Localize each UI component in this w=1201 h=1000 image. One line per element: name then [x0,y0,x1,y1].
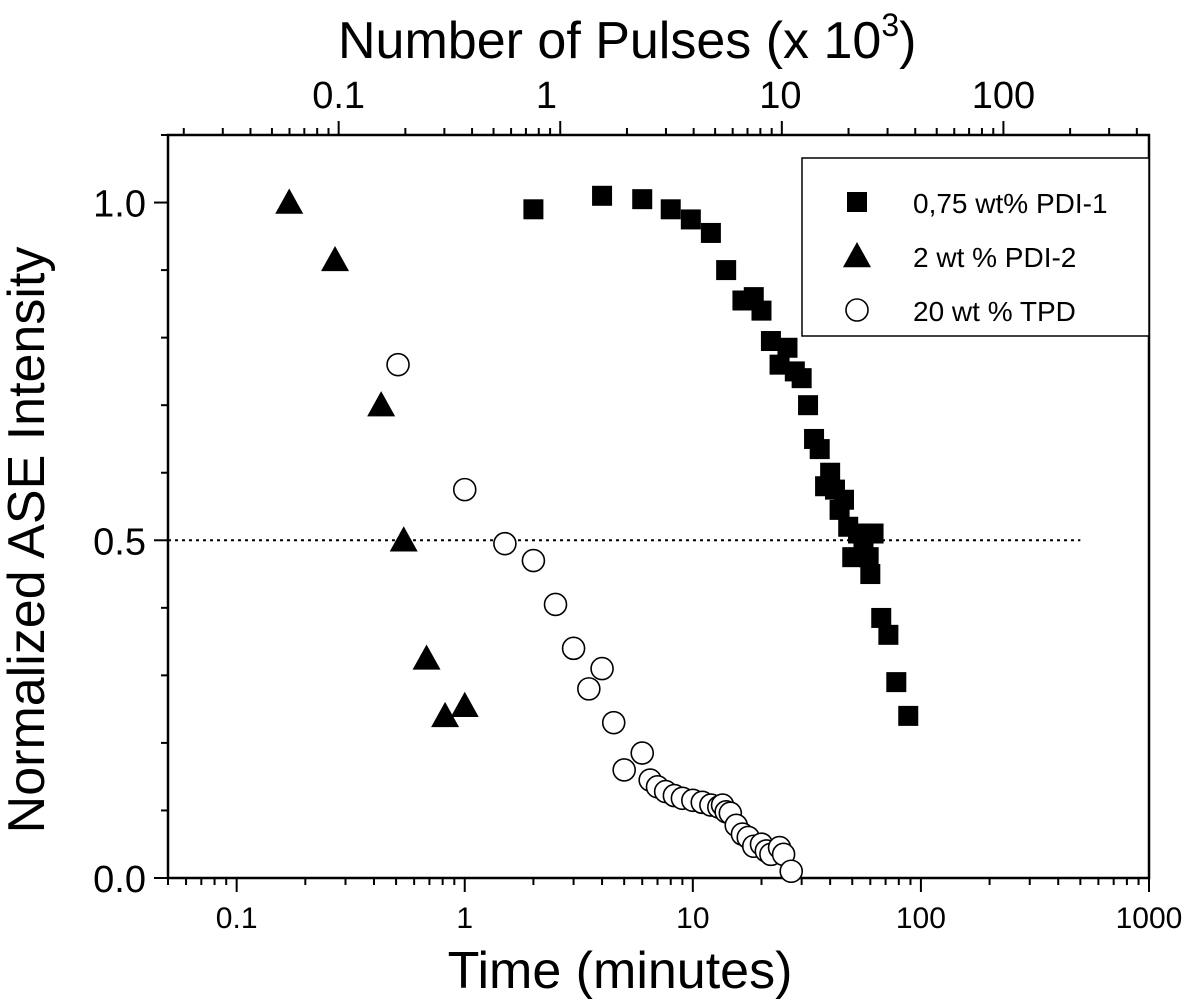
top-axis-title-sup: 3 [881,7,899,43]
circle-data-point [543,592,568,617]
legend: 0,75 wt% PDI-1 2 wt % PDI-2 20 wt % TPD [801,157,1150,337]
square-data-point [798,395,819,416]
legend-triangle-icon [843,242,871,268]
x-tick-label: 1000 [1116,902,1183,935]
circle-data-point [452,477,477,502]
square-data-point [760,331,781,352]
triangle-data-point [450,691,479,717]
top-axis-title-main: Number of Pulses (x 10 [338,12,881,70]
axes-layer: 0.1 1 10 100 1000 0.1 1 10 100 0.0 0.5 1.0 [93,75,1182,935]
legend-square-icon [847,192,867,212]
legend-circle-icon [845,298,869,322]
x-axis-title: Time (minutes) [448,942,793,1000]
square-data-point [898,705,919,726]
square-data-point [592,185,613,206]
top-tick-label: 10 [759,75,801,117]
circle-data-point [493,531,517,556]
square-data-point [871,607,892,628]
y-tick-label: 1.0 [93,184,146,226]
triangle-data-point [412,644,441,670]
triangle-data-point [389,526,418,552]
top-tick-label: 100 [972,75,1035,117]
square-data-point [820,462,841,483]
legend-label: 0,75 wt% PDI-1 [913,188,1108,219]
square-data-point [716,260,737,281]
square-data-point [863,523,884,544]
data-points-layer [275,185,919,884]
y-axis-title: Normalized ASE Intensity [0,247,56,834]
square-data-point [700,222,721,243]
square-data-point [680,209,701,230]
circle-data-point [561,636,586,661]
square-data-point [886,672,907,693]
circle-data-point [612,758,636,782]
circle-data-point [577,677,601,701]
square-data-point [809,439,830,460]
square-data-point [833,489,854,510]
triangle-data-point [275,188,304,214]
x-tick-label: 1 [456,902,473,935]
square-data-point [632,189,653,210]
triangle-data-point [431,701,460,728]
y-tick-label: 0.0 [93,859,146,901]
legend-label: 20 wt % TPD [913,296,1076,327]
y-tick-label: 0.5 [93,521,146,563]
triangle-data-point [367,391,396,417]
circle-data-point [601,710,626,735]
square-data-point [878,624,899,645]
top-tick-label: 1 [536,75,557,117]
circle-data-point [590,656,614,681]
square-data-point [769,354,790,375]
circle-data-point [386,352,410,377]
square-data-point [751,300,772,321]
top-tick-label: 0.1 [312,75,365,117]
square-data-point [791,368,812,389]
plot-frame [166,133,1151,880]
square-data-point [523,199,544,220]
triangle-data-point [321,245,350,272]
top-axis-title-close: ) [899,12,916,70]
circle-data-point [779,859,804,884]
square-data-point [858,547,879,568]
top-axis-title: Number of Pulses (x 103) [338,7,916,70]
square-data-point [660,199,681,220]
x-tick-label: 100 [896,902,946,935]
square-data-point [860,564,881,585]
x-tick-label: 10 [676,902,709,935]
circle-data-point [521,548,546,573]
circle-data-point [630,741,655,765]
square-data-point [777,337,798,358]
x-tick-label: 0.1 [216,902,258,935]
legend-label: 2 wt % PDI-2 [913,242,1076,273]
